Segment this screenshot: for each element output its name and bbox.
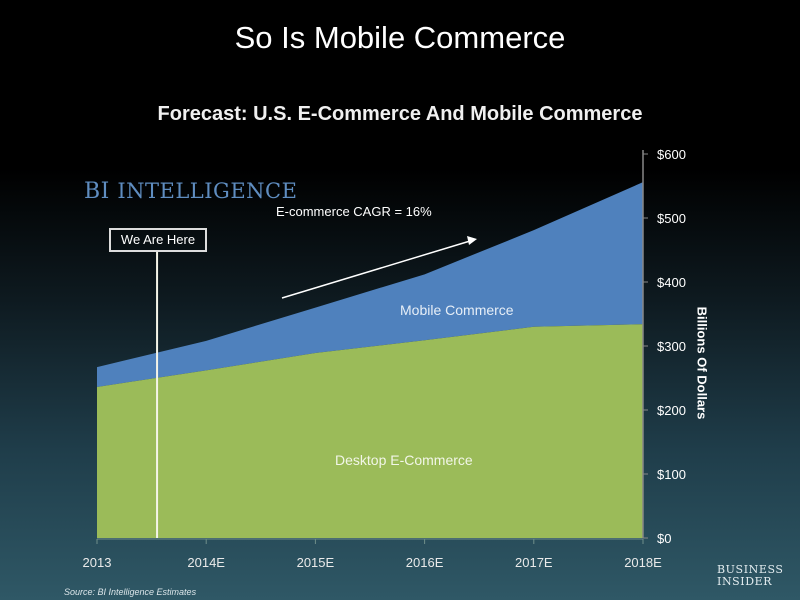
y-tick-label: $500 [657,211,686,226]
y-axis-title: Billions Of Dollars [694,306,710,420]
bi-logo-part1: BI [84,179,110,204]
bi-brand-line1: Business [717,563,784,576]
y-tick-label: $400 [657,275,686,290]
slide-title: So Is Mobile Commerce [234,20,566,55]
cagr-arrow-line [281,240,471,299]
chart-title: Forecast: U.S. E-Commerce And Mobile Com… [157,103,643,125]
y-tick-label: $300 [657,339,686,354]
y-tick-label: $100 [657,467,686,482]
y-tick-label: $200 [657,403,686,418]
we-are-here-label: We Are Here [109,228,207,252]
x-tick-label: 2013 [83,555,112,570]
area-desktop-ecommerce [97,324,643,538]
bi-brand-line2: Insider [717,575,773,588]
y-tick-label: $600 [657,147,686,162]
source-note: Source: BI Intelligence Estimates [64,587,197,597]
cagr-arrow-head [467,236,477,245]
desktop-ecommerce-label: Desktop E-Commerce [335,452,473,468]
cagr-annotation: E-commerce CAGR = 16% [276,204,432,219]
x-tick-label: 2018E [624,555,662,570]
mobile-commerce-label: Mobile Commerce [400,302,514,318]
y-tick-label: $0 [657,531,671,546]
bi-intelligence-logo: BI Intelligence [84,179,297,204]
area-mobile-commerce [97,182,643,387]
x-tick-label: 2016E [406,555,444,570]
x-tick-label: 2017E [515,555,553,570]
x-tick-label: 2015E [297,555,335,570]
x-tick-label: 2014E [187,555,225,570]
business-insider-logo: Business Insider [717,564,784,588]
bi-logo-part2: Intelligence [117,179,298,203]
